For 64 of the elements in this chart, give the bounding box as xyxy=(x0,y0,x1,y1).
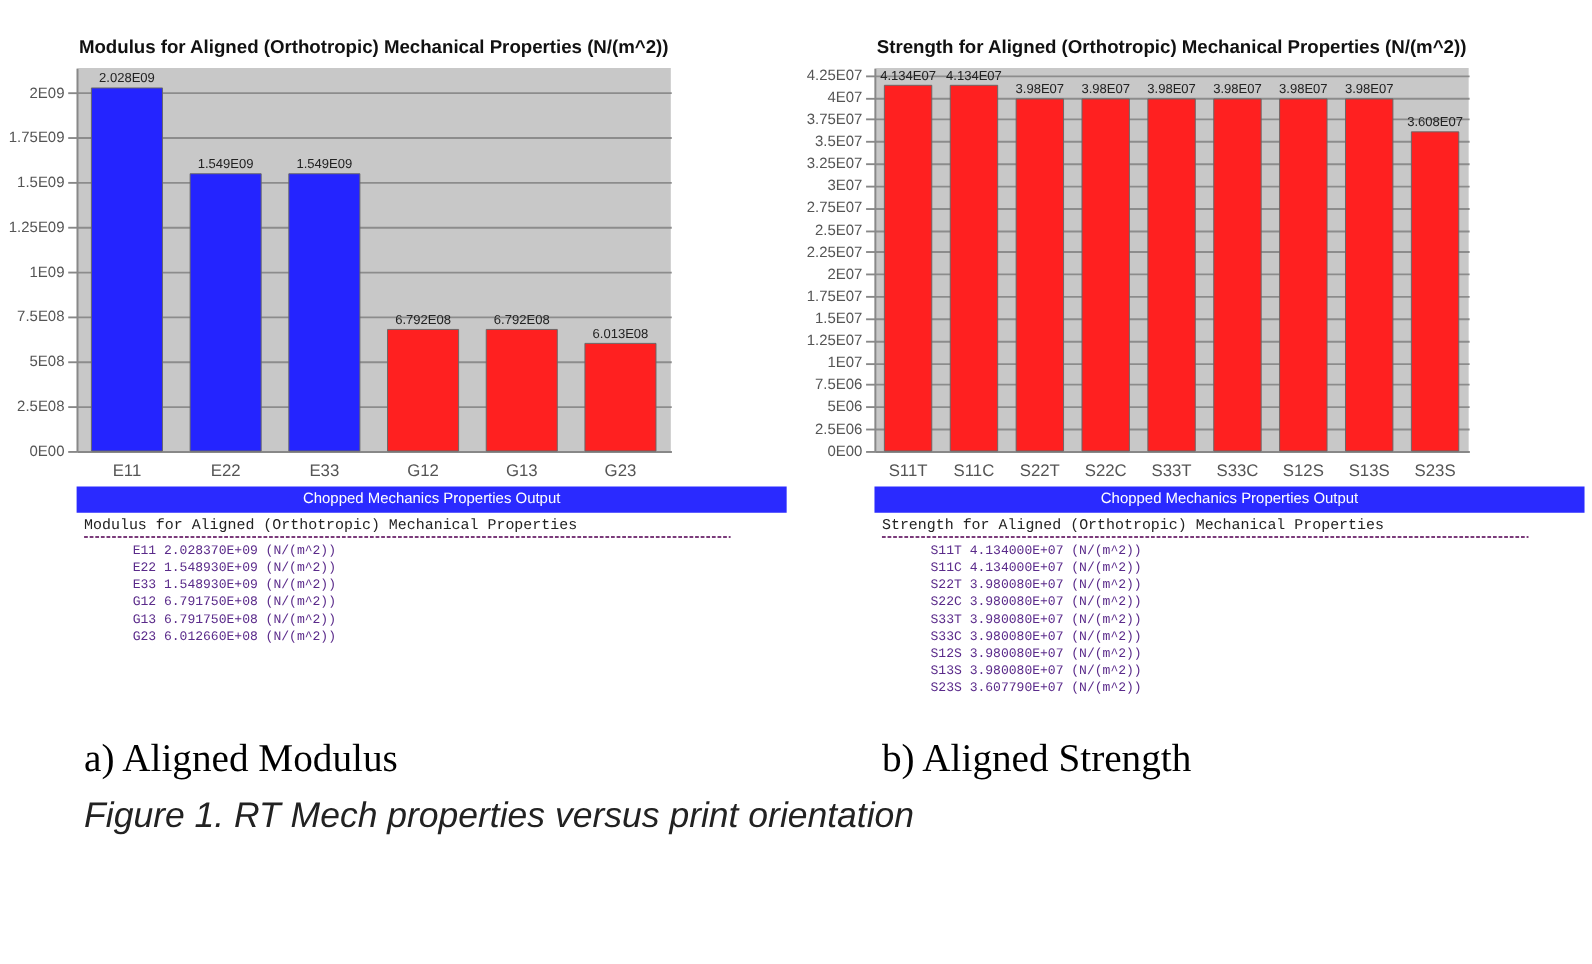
text: b) Aligned Strength xyxy=(881,738,1192,781)
y-tick-label: 3E07 xyxy=(827,176,863,195)
y-tick-label: 2E09 xyxy=(29,83,65,102)
x-tick-label: S33T xyxy=(1151,460,1192,481)
bar xyxy=(485,328,558,452)
x-tick-label: G13 xyxy=(505,460,539,481)
chart-title: Strength for Aligned (Orthotropic) Mechanical Properties (N/(m^2)) xyxy=(876,36,1467,57)
y-tick-label: 0E00 xyxy=(29,441,65,460)
bar xyxy=(883,84,933,452)
y-tick-label: 2.5E08 xyxy=(17,396,65,415)
bar xyxy=(1345,98,1394,452)
y-tick-label: 4E07 xyxy=(827,87,863,106)
bar xyxy=(1015,98,1065,452)
y-tick-label: 2.5E07 xyxy=(814,220,863,239)
y-tick-label: 1.75E07 xyxy=(806,286,863,305)
x-tick-label: S12S xyxy=(1282,460,1325,481)
x-tick-label: S23S xyxy=(1414,460,1457,481)
x-tick-label: S11T xyxy=(888,460,928,481)
x-tick-label: E33 xyxy=(309,460,340,481)
y-tick-label: 5E08 xyxy=(29,352,65,371)
x-tick-label: S13S xyxy=(1348,460,1391,481)
y-tick-label: 1.25E09 xyxy=(8,217,65,236)
text: Chopped Mechanics Properties Output xyxy=(302,489,563,508)
y-tick-label: 2.75E07 xyxy=(806,198,863,217)
y-tick-label: 5E06 xyxy=(827,397,863,416)
x-tick-label: S22C xyxy=(1084,460,1127,481)
y-tick-label: 0E00 xyxy=(827,441,863,460)
bar xyxy=(387,328,460,452)
y-tick-label: 2.25E07 xyxy=(806,242,863,261)
y-tick-label: 1.5E07 xyxy=(814,308,863,327)
text: a) Aligned Modulus xyxy=(84,738,398,781)
bar xyxy=(1410,131,1460,452)
bar xyxy=(1147,98,1196,452)
bar xyxy=(288,173,361,452)
y-tick-label: 3.75E07 xyxy=(806,109,863,128)
y-tick-label: 2E07 xyxy=(827,264,863,283)
bar xyxy=(1279,98,1328,452)
x-tick-label: S22T xyxy=(1019,460,1060,481)
bar xyxy=(1213,98,1262,452)
y-tick-label: 1.75E09 xyxy=(8,128,65,147)
x-tick-label: S11C xyxy=(953,460,995,481)
bar xyxy=(949,84,999,452)
bar xyxy=(189,173,262,452)
y-tick-label: 1.5E09 xyxy=(17,173,65,192)
y-tick-label: 4.25E07 xyxy=(806,65,863,84)
text: Chopped Mechanics Properties Output xyxy=(1100,489,1361,508)
x-tick-label: G23 xyxy=(604,460,637,481)
x-tick-label: E22 xyxy=(210,460,242,481)
y-tick-label: 2.5E06 xyxy=(814,419,863,438)
y-tick-label: 3.5E07 xyxy=(814,132,863,151)
x-tick-label: G12 xyxy=(407,460,440,481)
y-tick-label: 7.5E08 xyxy=(17,307,65,326)
y-tick-label: 1.25E07 xyxy=(806,331,863,350)
chart-title: Modulus for Aligned (Orthotropic) Mechanical Properties (N/(m^2)) xyxy=(78,37,669,58)
x-tick-label: S33C xyxy=(1216,460,1259,481)
y-tick-label: 1E09 xyxy=(29,262,65,281)
y-tick-label: 1E07 xyxy=(827,353,863,372)
bar xyxy=(1081,98,1130,452)
bar xyxy=(90,87,163,452)
x-tick-label: E11 xyxy=(112,460,142,481)
y-tick-label: 7.5E06 xyxy=(814,375,863,394)
caption: Figure 1. RT Mech properties versus print orientation xyxy=(84,794,915,835)
bar xyxy=(584,342,657,452)
y-tick-label: 3.25E07 xyxy=(806,154,863,173)
